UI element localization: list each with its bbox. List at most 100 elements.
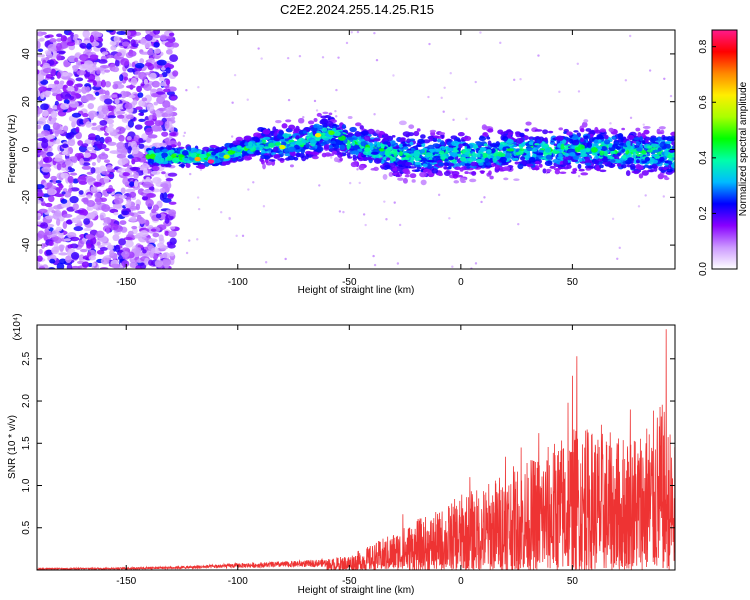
spectrogram-cell bbox=[126, 200, 132, 206]
spectrogram-cell bbox=[664, 140, 673, 144]
spectrogram-cell bbox=[53, 157, 63, 162]
spectrogram-cell bbox=[38, 86, 48, 92]
spectrogram-cell bbox=[59, 80, 65, 85]
spectrogram-cell bbox=[120, 90, 127, 99]
spectrogram-cell bbox=[620, 164, 627, 169]
spectrogram-cell bbox=[63, 238, 71, 242]
spectrogram-cell bbox=[105, 226, 110, 234]
spectrogram-cell bbox=[162, 100, 171, 109]
spectrogram-cell bbox=[94, 134, 101, 142]
spectrogram-cell bbox=[62, 143, 69, 149]
spectrogram-cell bbox=[169, 252, 175, 257]
snr-x-tick-label: 0 bbox=[458, 576, 464, 587]
spectrogram-cell bbox=[440, 140, 445, 146]
spectrogram-cell bbox=[228, 216, 231, 220]
spectrogram-cell bbox=[177, 141, 182, 147]
spectrogram-cell bbox=[55, 138, 61, 145]
spectrogram-cell bbox=[168, 230, 177, 238]
spectrogram-cell bbox=[625, 159, 632, 165]
spectrogram-cell bbox=[153, 34, 161, 39]
spectrogram-cell bbox=[133, 171, 140, 179]
spectrogram-cell bbox=[396, 262, 400, 265]
spectrogram-cell bbox=[144, 120, 155, 127]
spectrogram-cell bbox=[134, 124, 143, 130]
spectrogram-cell bbox=[453, 180, 460, 184]
spectrogram-cell bbox=[101, 170, 110, 175]
spectrogram-cell bbox=[116, 52, 122, 57]
spectrogram-cell bbox=[61, 150, 68, 156]
spectrogram-cell bbox=[534, 160, 541, 165]
spectrogram-cell bbox=[334, 109, 337, 113]
spectrogram-cell bbox=[321, 127, 328, 132]
spectrogram-cell bbox=[299, 152, 305, 159]
spectrogram-cell bbox=[85, 86, 91, 93]
spectrogram-cell bbox=[275, 150, 280, 154]
spectrogram-cell bbox=[313, 124, 318, 129]
spectrogram-cell bbox=[93, 182, 102, 187]
snr-y-axis-label: SNR (10 * v/v) bbox=[7, 415, 18, 479]
spectrogram-cell bbox=[322, 111, 329, 115]
spectrogram-cell bbox=[37, 124, 42, 130]
spectrogram-cell bbox=[585, 148, 591, 153]
spectrogram-cell bbox=[621, 127, 626, 131]
spectrogram-cell bbox=[375, 58, 379, 62]
spectrogram-cell bbox=[599, 128, 607, 133]
spectrogram-cell bbox=[345, 41, 349, 45]
spectrogram-cell bbox=[474, 153, 481, 158]
spectrogram-cell bbox=[161, 149, 169, 153]
spectrogram-cell bbox=[87, 110, 98, 118]
spectrogram-cell bbox=[65, 255, 72, 264]
spectrogram-cell bbox=[214, 158, 221, 164]
spectrogram-cell bbox=[451, 149, 459, 153]
spectrogram-cell bbox=[129, 167, 139, 171]
spectrogram-cell bbox=[44, 231, 53, 236]
spectrogram-cell bbox=[321, 152, 327, 158]
spectrogram-cell bbox=[285, 157, 291, 161]
spectrogram-cell bbox=[666, 143, 671, 149]
spectrogram-cell bbox=[72, 203, 79, 211]
spectrogram-cell bbox=[134, 62, 145, 69]
spectrogram-cell bbox=[520, 156, 526, 161]
spectrogram-cell bbox=[138, 109, 148, 113]
spectrogram-cell bbox=[519, 148, 525, 151]
spectrogram-cell bbox=[289, 164, 294, 168]
spectrogram-cell bbox=[152, 204, 159, 212]
spectrogram-cell bbox=[144, 127, 154, 136]
spectrogram-cell bbox=[390, 140, 396, 145]
spectrogram-cell bbox=[124, 239, 134, 248]
spectrogram-cell bbox=[44, 34, 51, 39]
spectrogram-cell bbox=[80, 248, 88, 253]
spectrogram-cell bbox=[288, 124, 296, 130]
spectrogram-cell bbox=[131, 146, 140, 152]
spectrogram-cell bbox=[571, 159, 579, 163]
spectrogram-cell bbox=[99, 214, 104, 220]
colorbar-tick-label: 0.8 bbox=[698, 39, 709, 53]
spectrogram-cell bbox=[102, 189, 107, 196]
spectrogram-cell bbox=[231, 101, 234, 104]
spectrogram-y-tick-label: 40 bbox=[21, 48, 32, 60]
spectrogram-cell bbox=[448, 163, 455, 167]
spectrogram-cell bbox=[168, 149, 175, 154]
spectrogram-cell bbox=[69, 236, 80, 242]
spectrogram-cell bbox=[373, 166, 379, 172]
spectrogram-cell bbox=[359, 138, 365, 142]
spectrogram-cell bbox=[578, 144, 585, 150]
spectrogram-cell bbox=[142, 189, 153, 194]
spectrogram-cell bbox=[309, 147, 316, 150]
spectrogram-cell bbox=[148, 259, 154, 266]
spectrogram-cell bbox=[429, 129, 437, 133]
spectrogram-cell bbox=[519, 77, 522, 81]
figure-title: C2E2.2024.255.14.25.R15 bbox=[280, 2, 434, 17]
spectrogram-cell bbox=[129, 191, 137, 198]
spectrogram-cell bbox=[56, 53, 62, 61]
spectrogram-cell bbox=[137, 92, 144, 98]
spectrogram-cell bbox=[110, 45, 117, 51]
spectrogram-cell bbox=[569, 138, 574, 144]
spectrogram-cell bbox=[149, 72, 157, 80]
spectrogram-cell bbox=[361, 130, 369, 136]
spectrogram-cell bbox=[284, 257, 287, 261]
spectrogram-cell bbox=[63, 190, 72, 198]
spectrogram-cell bbox=[37, 133, 45, 138]
spectrogram-cell bbox=[232, 140, 241, 146]
spectrogram-cell bbox=[398, 143, 404, 148]
